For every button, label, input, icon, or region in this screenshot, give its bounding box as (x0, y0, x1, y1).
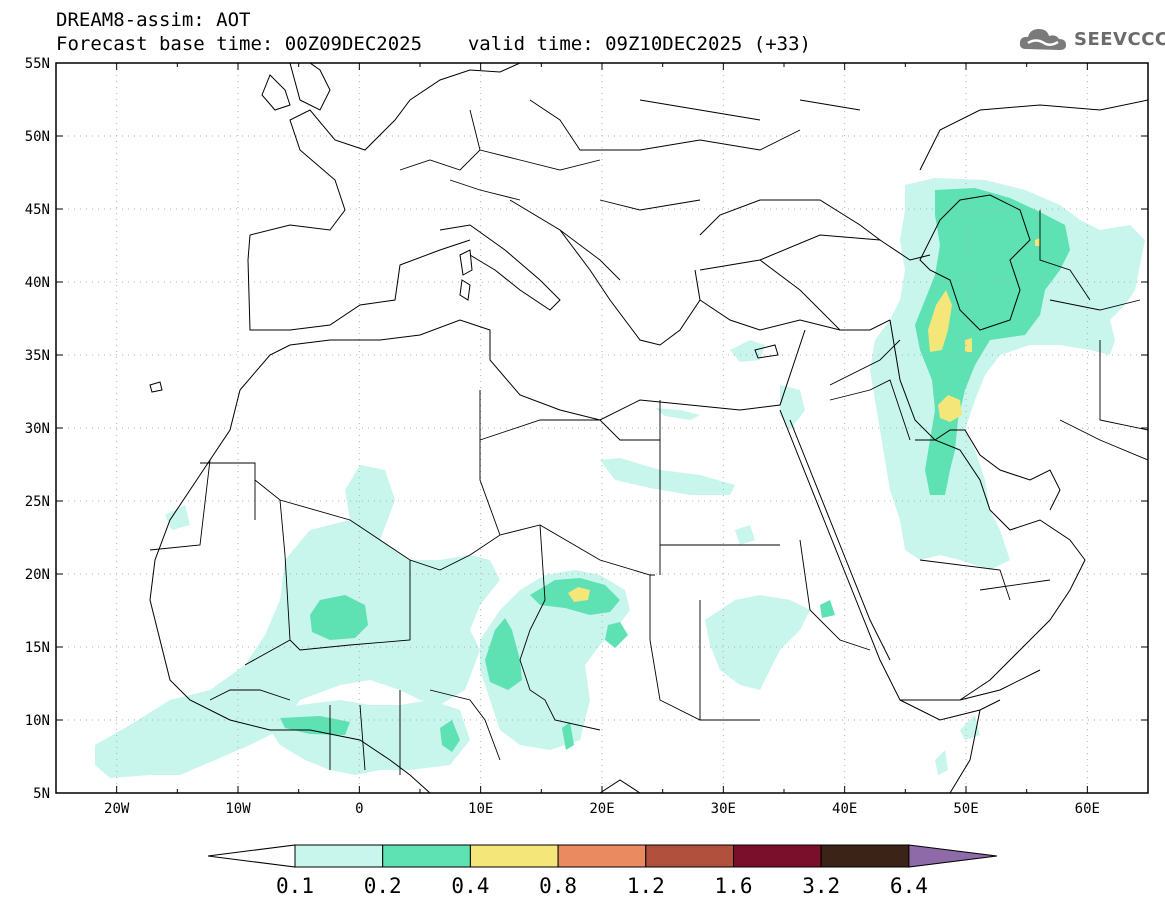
lon-tick-label: 20E (589, 801, 614, 817)
colorbar-segment (382, 844, 471, 868)
lat-tick-label: 5N (33, 786, 50, 802)
coastlines (149, 63, 1148, 793)
lat-tick-label: 20N (25, 567, 50, 583)
country-borders (149, 99, 1148, 775)
colorbar-arrow-high (908, 844, 997, 868)
colorbar-arrow-low (207, 844, 296, 868)
colorbar-segment (820, 844, 910, 868)
aot-band-0.4 (568, 238, 1040, 602)
base-time-label: Forecast base time: 00Z09DEC2025 (56, 33, 423, 55)
colorbar-label: 6.4 (890, 874, 928, 898)
colorbar-label: 0.8 (539, 874, 577, 898)
axis-ticks: 20W 10W 0 10E 20E 30E 40E 50E 60E 55N 50N 45N 40N 35N… (25, 56, 1149, 817)
colorbar-segment (294, 844, 384, 868)
lat-tick-label: 10N (25, 713, 50, 729)
lon-tick-label: 60E (1075, 801, 1100, 817)
cloud-icon (1019, 29, 1066, 50)
graticule (56, 63, 1148, 793)
colorbar-label: 1.2 (627, 874, 665, 898)
time-info: Forecast base time: 00Z09DEC2025 valid t… (56, 34, 811, 54)
logo-text: SEEVCCC (1074, 28, 1165, 50)
lon-tick-label: 50E (953, 801, 978, 817)
lon-tick-label: 20W (104, 801, 130, 817)
colorbar-label: 0.2 (364, 874, 402, 898)
colorbar-segment (469, 844, 559, 868)
lat-tick-label: 15N (25, 640, 50, 656)
lat-tick-label: 45N (25, 202, 50, 218)
colorbar-label: 3.2 (802, 874, 840, 898)
colorbar-label: 0.1 (276, 874, 314, 898)
lat-tick-label: 50N (25, 129, 50, 145)
map-title: DREAM8-assim: AOT (56, 9, 251, 31)
colorbar: 0.1 0.2 0.4 0.8 1.2 1.6 3.2 6.4 (207, 844, 997, 898)
colorbar-segment (733, 844, 822, 868)
aot-shading (95, 178, 1145, 778)
lon-tick-label: 30E (711, 801, 736, 817)
valid-time-label: valid time: 09Z10DEC2025 (+33) (467, 33, 811, 55)
lat-tick-label: 40N (25, 275, 50, 291)
colorbar-segment (557, 844, 647, 868)
colorbar-segment (645, 844, 734, 868)
colorbar-label: 1.6 (715, 874, 753, 898)
lat-tick-label: 30N (25, 421, 50, 437)
lat-tick-label: 55N (25, 56, 50, 72)
lon-tick-label: 10E (468, 801, 493, 817)
lon-tick-label: 10W (225, 801, 251, 817)
colorbar-label: 0.4 (451, 874, 489, 898)
lon-tick-label: 40E (832, 801, 857, 817)
lat-tick-label: 35N (25, 348, 50, 364)
lat-tick-label: 25N (25, 494, 50, 510)
lon-tick-label: 0 (355, 801, 363, 817)
seevccc-logo: SEEVCCC (1018, 24, 1165, 54)
